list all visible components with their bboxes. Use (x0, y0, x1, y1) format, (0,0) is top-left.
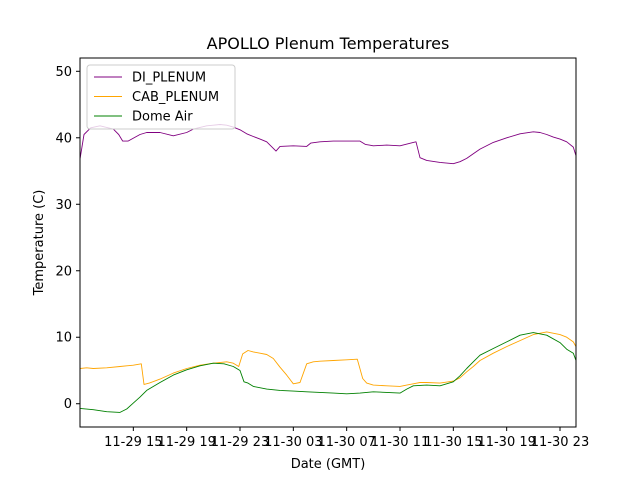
legend-label: Dome Air (132, 110, 193, 125)
legend-label: DI_PLENUM (132, 71, 206, 86)
y-axis-title: Temperature (C) (32, 190, 47, 297)
y-tick-label: 10 (55, 331, 72, 346)
x-tick-label: 11-29 15 (104, 435, 162, 450)
series-line-di-plenum (80, 124, 576, 165)
chart-title: APOLLO Plenum Temperatures (207, 34, 450, 53)
y-tick-label: 40 (55, 131, 72, 146)
y-tick-label: 20 (55, 264, 72, 279)
y-tick-label: 30 (55, 198, 72, 213)
x-tick-label: 11-30 15 (424, 435, 482, 450)
x-tick-label: 11-30 19 (477, 435, 535, 450)
x-tick-label: 11-29 19 (157, 435, 215, 450)
y-tick-label: 0 (64, 397, 72, 412)
x-tick-label: 11-29 23 (211, 435, 269, 450)
legend-label: CAB_PLENUM (132, 90, 219, 105)
series-line-cab-plenum (80, 331, 576, 387)
series-layer (80, 124, 576, 413)
plot-frame (79, 57, 577, 428)
x-tick-label: 11-30 07 (317, 435, 375, 450)
x-tick-label: 11-30 03 (264, 435, 322, 450)
y-tick-label: 50 (55, 65, 72, 80)
x-tick-label: 11-30 11 (371, 435, 429, 450)
legend: DI_PLENUM CAB_PLENUM Dome Air (86, 64, 236, 130)
legend-box (86, 64, 236, 130)
x-axis-title: Date (GMT) (291, 457, 366, 472)
series-line-dome-air (80, 332, 576, 413)
x-tick-label: 11-30 23 (531, 435, 589, 450)
